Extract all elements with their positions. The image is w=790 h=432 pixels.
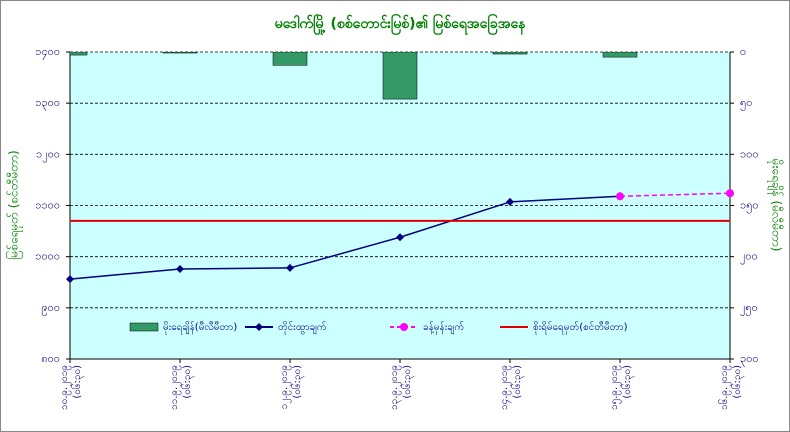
legend-marker <box>255 323 263 331</box>
bars <box>70 52 638 100</box>
y2-tick-label: ၁၅၀ <box>740 199 759 214</box>
legend-label: မိုးရေချိန်(မီလီမီတာ) <box>163 320 237 335</box>
bar <box>162 52 198 54</box>
x-tick-label: (၀၆:၃၀) <box>620 365 635 399</box>
bar <box>602 52 638 58</box>
marker <box>176 264 184 273</box>
marker <box>66 275 74 284</box>
y2-tick-label: ၂၅၀ <box>740 301 758 316</box>
legend-label: စိုးရိမ်ရေမှတ်(စင်တီမီတာ) <box>533 320 628 335</box>
marker <box>616 192 624 201</box>
x-tick-label: ၁၄.၉.၂၀၁၉ <box>499 365 512 410</box>
x-tick-label: ၁၁.၉.၂၀၁၉ <box>169 365 182 410</box>
marker <box>286 263 294 272</box>
y-tick-label: ၁၂၀၀ <box>36 147 60 162</box>
y-axis-title: မြစ်ရေမှတ် (စင်တီမီတာ) <box>5 150 24 259</box>
x-tick-label: ၁၂.၉.၂၀၁၉ <box>279 365 292 409</box>
x-tick-label: (၀၆:၃၀) <box>180 365 195 399</box>
marker <box>506 197 514 206</box>
y-tick-label: ၉၀၀ <box>41 301 60 316</box>
x-tick-label: ၁၀.၉.၂၀၁၉ <box>59 365 72 410</box>
x-tick-label: ၁၅.၉.၂၀၁၉ <box>609 365 622 410</box>
y2-tick-label: ၃၀၀ <box>740 352 759 367</box>
legend-label: ခန့်မှန်းချက် <box>423 320 464 335</box>
bar <box>272 52 308 66</box>
marker <box>726 189 734 198</box>
x-tick-label: (၀၆:၃၀) <box>70 365 85 399</box>
bar <box>70 52 88 56</box>
x-tick-label: (၀၆:၃၀) <box>510 365 525 399</box>
chart-title: မဒေါက်မြို့ (စစ်တောင်းမြစ်)၏ မြစ်ရေအခြေအ… <box>275 14 527 35</box>
x-tick-label: (၀၆:၃၀) <box>400 365 415 399</box>
y2-tick-label: ၁၀၀ <box>740 147 759 160</box>
y-tick-label: ၁၀၀၀ <box>35 250 60 263</box>
bar <box>382 52 418 100</box>
marker <box>396 233 404 242</box>
y-tick-label: ၁၄၀၀ <box>35 45 60 60</box>
y2-tick-label: ၅၀ <box>740 96 752 111</box>
x-tick-label: ၁၃.၉.၂၀၁၉ <box>389 365 402 410</box>
line <box>69 195 621 280</box>
x-tick-label: (၀၆:၃၀) <box>290 365 305 399</box>
x-tick-label: ၁၆.၉.၂၀၁၉ <box>717 365 732 410</box>
y2-tick-label: ၀ <box>740 45 746 58</box>
legend-marker <box>400 323 408 331</box>
bar <box>492 52 528 55</box>
y2-axis-title: မိုးရေချိန် (မီလီမီတာ) <box>767 159 785 252</box>
y-tick-label: ၁၁၀၀ <box>35 199 60 212</box>
x-tick-label: (၀၆:၃၀) <box>730 365 745 399</box>
y-tick-label: ၁၃၀၀ <box>35 96 60 111</box>
line <box>619 192 731 198</box>
y-tick-label: ၈၀၀ <box>41 352 60 365</box>
legend-swatch <box>129 322 159 332</box>
y2-tick-label: ၂၀၀ <box>740 250 758 265</box>
legend-label: တိုင်းထွာချက် <box>278 320 327 335</box>
